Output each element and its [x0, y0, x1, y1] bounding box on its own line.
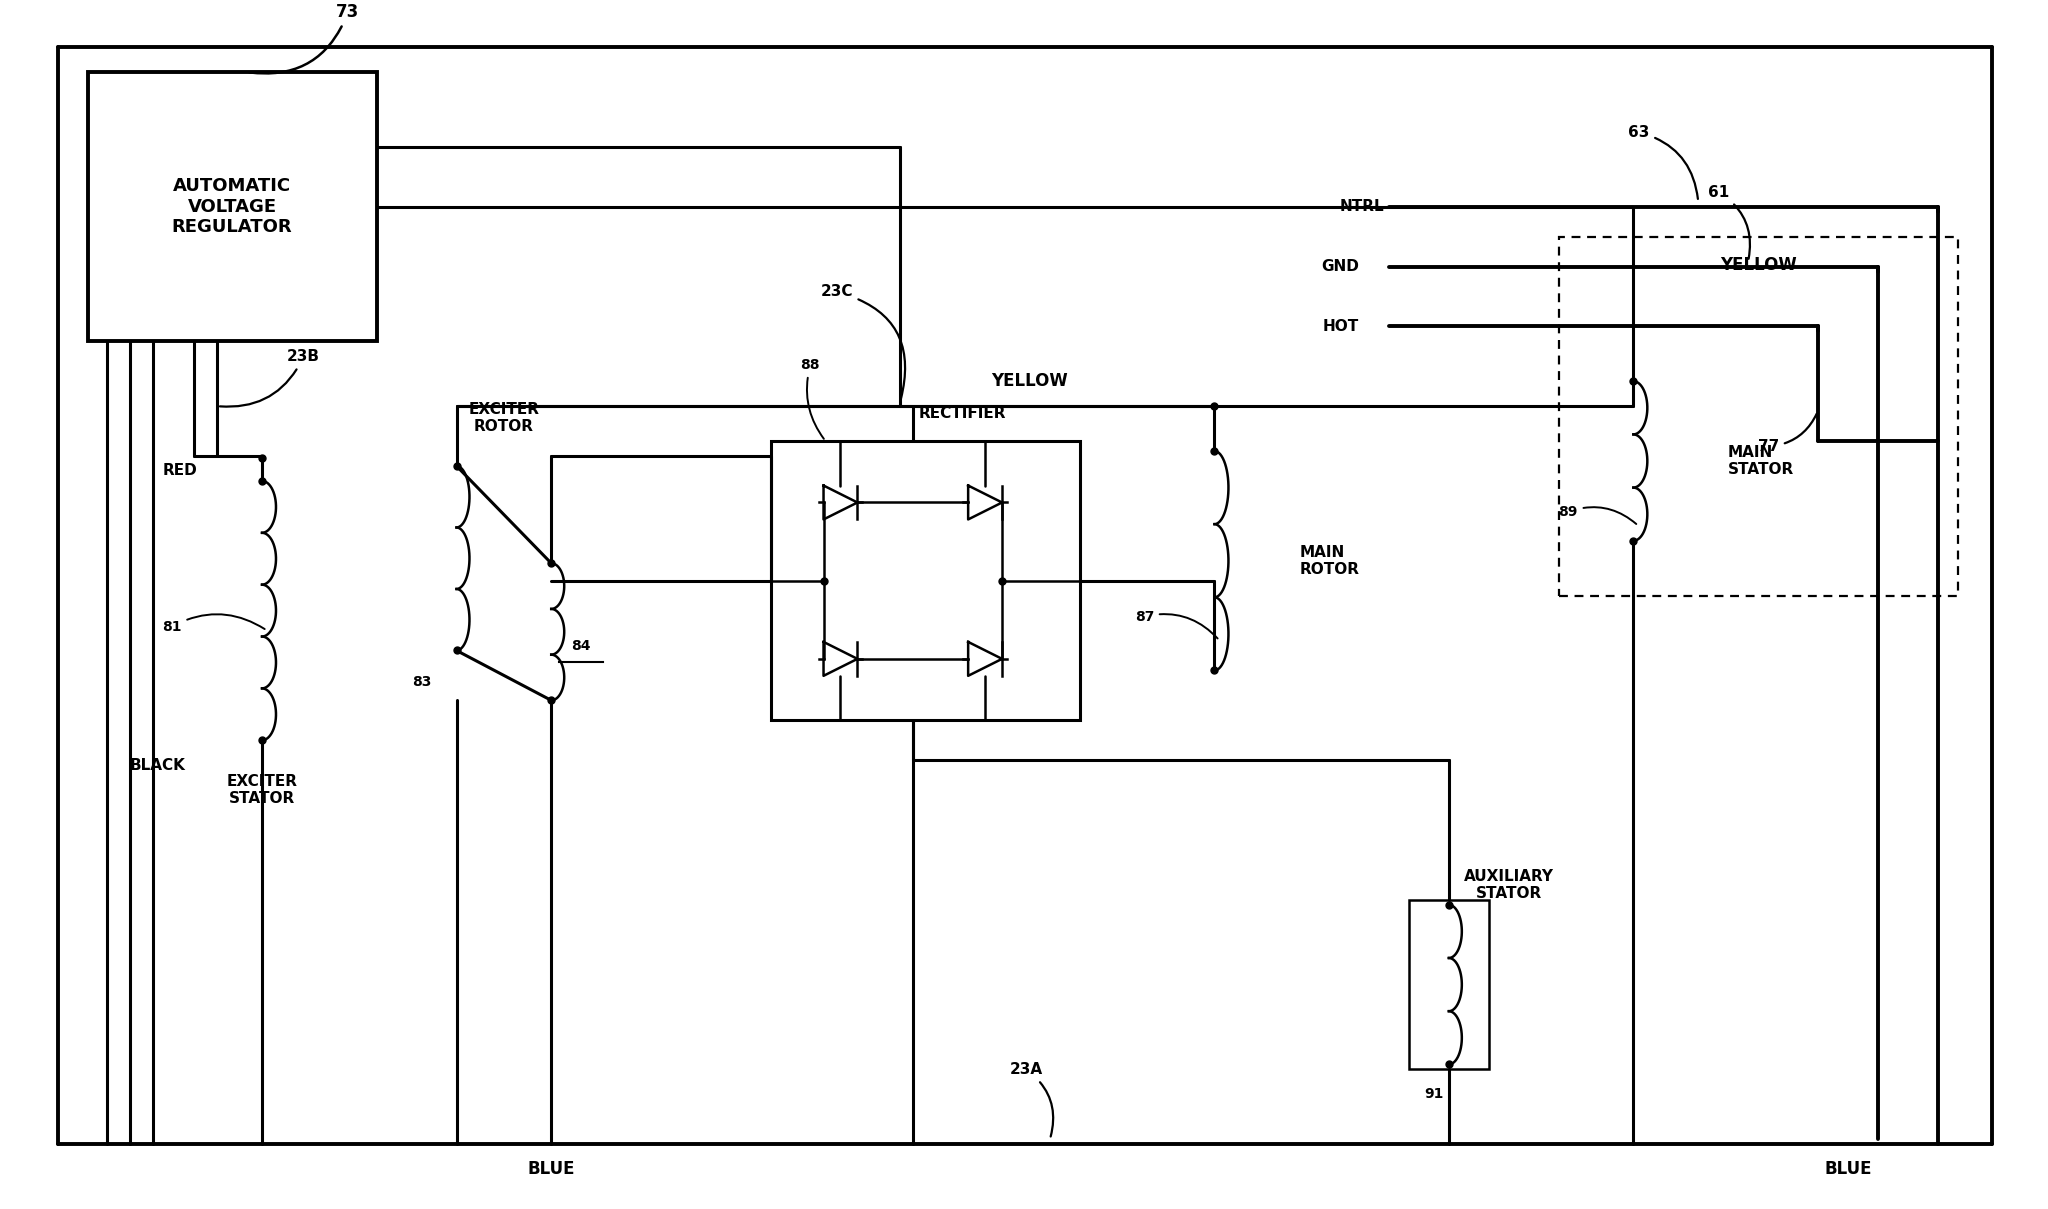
- Text: 83: 83: [412, 676, 432, 689]
- Text: 63: 63: [1628, 125, 1698, 199]
- Text: RECTIFIER: RECTIFIER: [920, 406, 1006, 421]
- Text: BLUE: BLUE: [1825, 1161, 1872, 1178]
- Text: BLACK: BLACK: [129, 758, 184, 773]
- Text: BLUE: BLUE: [528, 1161, 575, 1178]
- Text: MAIN
ROTOR: MAIN ROTOR: [1298, 544, 1360, 577]
- Text: EXCITER
ROTOR: EXCITER ROTOR: [469, 401, 539, 434]
- Text: 23C: 23C: [821, 284, 905, 399]
- Text: AUTOMATIC
VOLTAGE
REGULATOR: AUTOMATIC VOLTAGE REGULATOR: [172, 177, 293, 237]
- Text: 88: 88: [801, 358, 823, 439]
- Bar: [770, 441, 1079, 721]
- Text: 23B: 23B: [219, 349, 319, 406]
- Text: 81: 81: [162, 614, 264, 634]
- Text: AUXILIARY
STATOR: AUXILIARY STATOR: [1464, 868, 1554, 901]
- Text: YELLOW: YELLOW: [1720, 255, 1796, 273]
- Text: 77: 77: [1757, 413, 1817, 455]
- Text: EXCITER
STATOR: EXCITER STATOR: [227, 774, 297, 806]
- Text: 61: 61: [1708, 185, 1749, 259]
- Text: YELLOW: YELLOW: [991, 372, 1069, 391]
- Text: 23A: 23A: [1010, 1063, 1053, 1136]
- Text: HOT: HOT: [1323, 319, 1360, 334]
- Text: 87: 87: [1135, 609, 1219, 638]
- Bar: [1559, 237, 1958, 596]
- Text: 84: 84: [571, 638, 592, 653]
- Text: MAIN
STATOR: MAIN STATOR: [1729, 445, 1794, 478]
- Text: NTRL: NTRL: [1339, 199, 1384, 214]
- Text: RED: RED: [162, 463, 197, 479]
- Text: 89: 89: [1559, 505, 1636, 523]
- Bar: [88, 73, 377, 341]
- Text: GND: GND: [1321, 259, 1360, 274]
- Bar: [1409, 899, 1489, 1070]
- Text: 73: 73: [250, 4, 360, 74]
- Text: 91: 91: [1423, 1087, 1444, 1101]
